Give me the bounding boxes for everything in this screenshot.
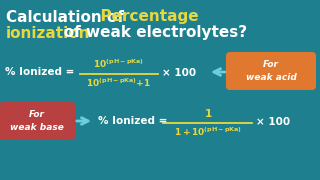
Text: × 100: × 100 xyxy=(256,117,290,127)
FancyArrowPatch shape xyxy=(214,69,225,75)
Text: % Ionized =: % Ionized = xyxy=(5,67,78,77)
Text: For
weak acid: For weak acid xyxy=(245,60,296,82)
Text: $\mathbf{1}$: $\mathbf{1}$ xyxy=(204,107,212,119)
Text: ionization: ionization xyxy=(6,26,91,40)
Text: Percentage: Percentage xyxy=(6,10,199,24)
Text: $\mathbf{10}^{\mathbf{(pH-pKa)}}$$\mathbf{ + 1}$: $\mathbf{10}^{\mathbf{(pH-pKa)}}$$\mathb… xyxy=(85,77,150,89)
Text: % Ionized =: % Ionized = xyxy=(98,116,171,126)
Text: Calculation of: Calculation of xyxy=(6,10,129,24)
Text: $\mathbf{1 + 10}^{\mathbf{(pH-pKa)}}$: $\mathbf{1 + 10}^{\mathbf{(pH-pKa)}}$ xyxy=(174,126,242,138)
Text: For
weak base: For weak base xyxy=(10,110,64,132)
FancyArrowPatch shape xyxy=(77,118,88,124)
Text: $\mathbf{10}^{\mathbf{(pH-pKa)}}$: $\mathbf{10}^{\mathbf{(pH-pKa)}}$ xyxy=(92,58,143,70)
Text: × 100: × 100 xyxy=(162,68,196,78)
FancyBboxPatch shape xyxy=(226,52,316,90)
Text: of weak electrolytes?: of weak electrolytes? xyxy=(6,26,247,40)
FancyBboxPatch shape xyxy=(0,102,75,140)
